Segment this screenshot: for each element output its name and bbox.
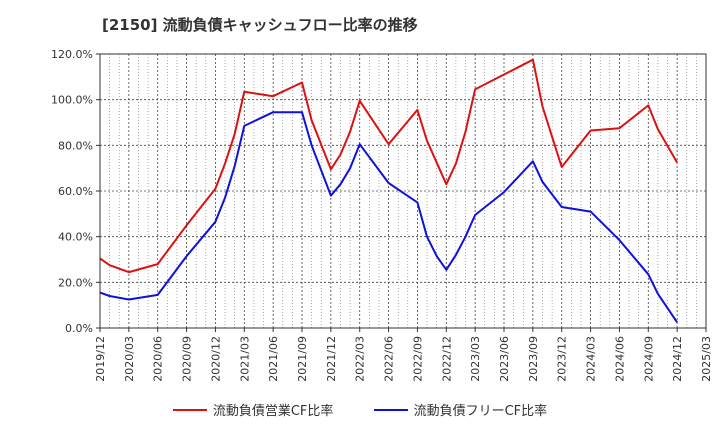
x-tick-label: 2024/06 bbox=[613, 336, 626, 382]
x-tick-label: 2021/09 bbox=[296, 336, 309, 382]
x-tick-label: 2023/09 bbox=[527, 336, 540, 382]
x-tick-label: 2021/03 bbox=[238, 336, 251, 382]
x-tick-label: 2022/09 bbox=[411, 336, 424, 382]
legend: 流動負債営業CF比率 流動負債フリーCF比率 bbox=[0, 400, 720, 419]
x-tick-label: 2022/12 bbox=[440, 336, 453, 382]
x-tick-label: 2024/12 bbox=[671, 336, 684, 382]
x-tick-label: 2023/06 bbox=[498, 336, 511, 382]
y-tick-label: 120.0% bbox=[51, 48, 93, 61]
y-tick-label: 40.0% bbox=[58, 231, 93, 244]
y-axis-ticks: 0.0% 20.0% 40.0% 60.0% 80.0% 100.0% 120.0% bbox=[51, 48, 100, 335]
legend-item-free-cf: 流動負債フリーCF比率 bbox=[373, 400, 548, 419]
x-tick-label: 2019/12 bbox=[94, 336, 107, 382]
x-tick-label: 2023/12 bbox=[556, 336, 569, 382]
grid-lines bbox=[100, 54, 706, 328]
y-tick-label: 80.0% bbox=[58, 139, 93, 152]
legend-label: 流動負債営業CF比率 bbox=[212, 404, 334, 419]
plot-frame bbox=[99, 53, 707, 329]
chart-title: [2150] 流動負債キャッシュフロー比率の推移 bbox=[102, 16, 418, 34]
x-axis-ticks: 2019/12 2020/03 2020/06 2020/09 2020/12 2021/… bbox=[94, 328, 713, 382]
x-tick-label: 2020/03 bbox=[123, 336, 136, 382]
legend-swatch-red bbox=[172, 408, 207, 411]
x-tick-label: 2024/03 bbox=[585, 336, 598, 382]
x-tick-label: 2025/03 bbox=[700, 336, 713, 382]
y-tick-label: 60.0% bbox=[58, 185, 93, 198]
legend-label: 流動負債フリーCF比率 bbox=[413, 404, 548, 419]
x-tick-label: 2020/06 bbox=[152, 336, 165, 382]
x-tick-label: 2020/12 bbox=[209, 336, 222, 382]
x-tick-label: 2024/09 bbox=[642, 336, 655, 382]
y-tick-label: 100.0% bbox=[51, 94, 93, 107]
y-tick-label: 20.0% bbox=[58, 276, 93, 289]
legend-swatch-blue bbox=[373, 408, 408, 411]
legend-item-operating-cf: 流動負債営業CF比率 bbox=[172, 400, 334, 419]
x-tick-label: 2021/12 bbox=[325, 336, 338, 382]
series-line-operating-cf bbox=[99, 58, 678, 274]
x-tick-label: 2022/03 bbox=[354, 336, 367, 382]
x-tick-label: 2022/06 bbox=[383, 336, 396, 382]
series-lines bbox=[99, 58, 678, 323]
x-tick-label: 2020/09 bbox=[181, 336, 194, 382]
x-tick-label: 2023/03 bbox=[469, 336, 482, 382]
series-line-free-cf bbox=[99, 111, 678, 323]
x-tick-label: 2021/06 bbox=[267, 336, 280, 382]
y-tick-label: 0.0% bbox=[65, 322, 93, 335]
